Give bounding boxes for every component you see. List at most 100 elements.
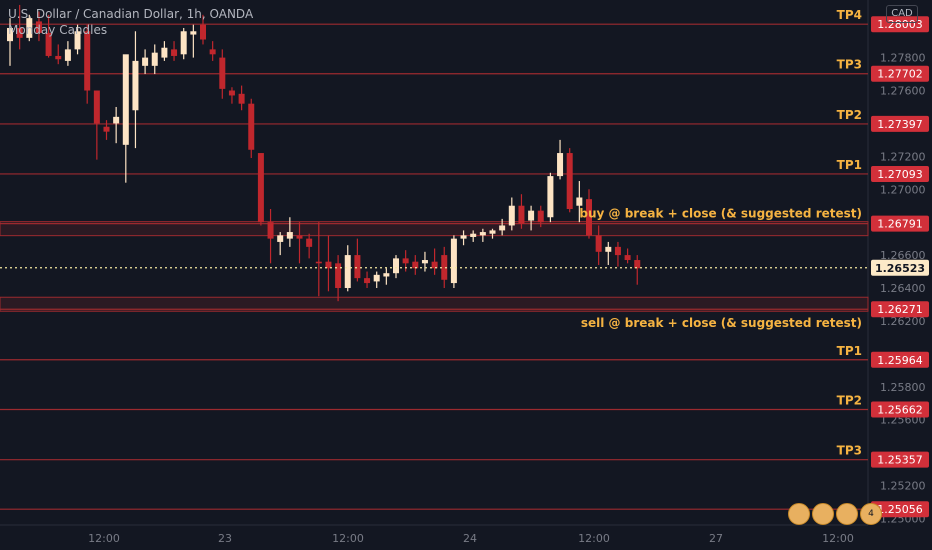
price-tag xyxy=(871,351,929,368)
candle-body xyxy=(499,225,506,231)
candle-body xyxy=(219,57,226,89)
candle-body xyxy=(537,210,544,223)
candle-body xyxy=(7,27,13,42)
symbol-title[interactable]: U.S. Dollar / Canadian Dollar, 1h, OANDA xyxy=(8,7,254,21)
candle-body xyxy=(209,49,216,55)
event-badge-icon[interactable] xyxy=(812,503,834,525)
candle-body xyxy=(306,238,313,247)
x-tick-label: 24 xyxy=(463,532,477,545)
annotations: buy @ break + close (& suggested retest)… xyxy=(579,207,862,331)
candle-body xyxy=(441,255,448,280)
candle-body xyxy=(267,222,274,239)
candle-body xyxy=(614,246,621,256)
indicator-name[interactable]: Monday Candles xyxy=(8,23,108,37)
price-axis[interactable]: 1.27800 1.27600 1.27200 1.27000 1.26600 1.264… xyxy=(871,16,929,525)
price-tag-label: 1.25964 xyxy=(877,354,923,367)
y-tick-label: 1.25800 xyxy=(880,381,926,394)
candle-body xyxy=(383,273,390,277)
price-tag-label: 1.25357 xyxy=(877,454,923,467)
candle-body xyxy=(180,31,187,55)
chart-grid xyxy=(0,0,869,526)
candle-body xyxy=(35,21,42,33)
event-badges[interactable]: 4 xyxy=(788,503,882,525)
candle-body xyxy=(74,31,81,50)
candle-body xyxy=(547,176,554,218)
candle-body xyxy=(595,235,602,252)
currency-badge[interactable]: CAD xyxy=(886,5,918,23)
price-tag xyxy=(871,165,929,182)
y-tick-label: 1.27000 xyxy=(880,183,926,196)
buy-zone xyxy=(0,221,869,237)
candle-body xyxy=(450,238,457,284)
level-label: TP3 xyxy=(837,58,862,72)
candle-body xyxy=(373,274,380,282)
level-label: TP4 xyxy=(837,8,862,22)
price-tag xyxy=(871,401,929,418)
x-tick-label: 12:00 xyxy=(822,532,854,545)
y-tick-label: 1.27600 xyxy=(880,85,926,98)
event-badge-icon[interactable] xyxy=(788,503,810,525)
candle-body xyxy=(431,261,438,269)
candle-body xyxy=(277,235,284,242)
level-label: TP3 xyxy=(837,444,862,458)
candle-body xyxy=(325,261,332,269)
x-tick-label: 12:00 xyxy=(332,532,364,545)
candle-body xyxy=(402,258,409,264)
candle-body xyxy=(421,260,428,264)
candle-body xyxy=(479,232,486,236)
candle-body xyxy=(238,93,245,104)
candle-body xyxy=(142,57,149,66)
candle-body xyxy=(518,205,525,224)
candle-body xyxy=(122,54,129,145)
y-tick-label: 1.27800 xyxy=(880,52,926,65)
level-lines xyxy=(0,23,869,510)
candle-body xyxy=(55,55,62,60)
candle-body xyxy=(286,232,293,239)
price-tag xyxy=(871,65,929,82)
time-axis[interactable]: 12:00 23 12:00 24 12:00 27 12:00 xyxy=(88,532,854,545)
price-tag xyxy=(871,115,929,132)
candle-body xyxy=(103,126,110,132)
price-tag xyxy=(871,301,929,318)
candle-body xyxy=(171,49,178,56)
candle-body xyxy=(84,31,91,91)
event-badge-icon[interactable] xyxy=(836,503,858,525)
candle-body xyxy=(151,52,158,66)
candle-body xyxy=(460,235,467,239)
sell-annotation: sell @ break + close (& suggested retest… xyxy=(581,316,862,330)
candle-body xyxy=(354,255,361,279)
x-tick-label: 23 xyxy=(218,532,232,545)
candle-series xyxy=(7,4,641,302)
price-tag-label: 1.27702 xyxy=(877,68,923,81)
level-label: TP2 xyxy=(837,108,862,122)
candle-body xyxy=(200,24,206,40)
y-tick-label: 1.26600 xyxy=(880,249,926,262)
candle-body xyxy=(64,49,71,61)
candle-body xyxy=(113,116,120,124)
candle-body xyxy=(576,197,583,206)
level-label: TP1 xyxy=(837,344,862,358)
candle-body xyxy=(566,153,573,210)
candle-body xyxy=(228,90,235,96)
level-label: TP2 xyxy=(837,393,862,407)
candle-body xyxy=(161,47,168,58)
event-badge-icon[interactable]: 4 xyxy=(860,503,882,525)
candle-body xyxy=(528,210,535,221)
current-price-label: 1.26523 xyxy=(875,262,925,275)
candle-body xyxy=(132,60,139,111)
candle-body xyxy=(16,27,23,38)
sell-zone xyxy=(0,296,869,312)
candle-body xyxy=(393,258,399,274)
candle-body xyxy=(489,230,496,234)
y-tick-label: 1.26200 xyxy=(880,315,926,328)
candle-body xyxy=(586,199,592,236)
price-tag-label: 1.27093 xyxy=(877,168,923,181)
price-tag-label: 1.25056 xyxy=(877,503,923,516)
candle-body xyxy=(45,32,52,56)
level-label: TP1 xyxy=(837,158,862,172)
price-tag xyxy=(871,451,929,468)
candle-body xyxy=(470,233,477,237)
candle-body xyxy=(508,205,515,226)
y-tick-label: 1.27200 xyxy=(880,150,926,163)
